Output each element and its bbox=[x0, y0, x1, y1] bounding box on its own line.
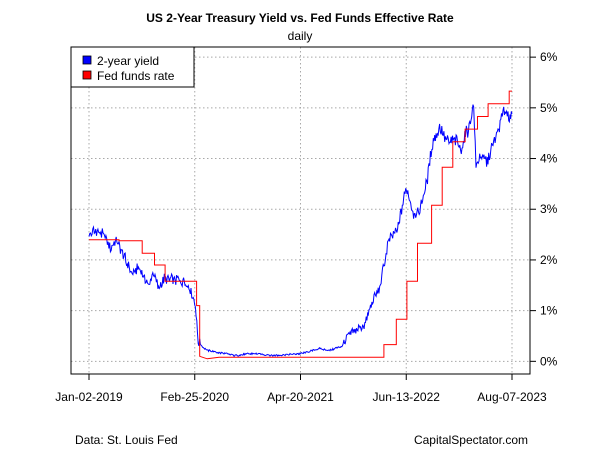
y-tick-label: 6% bbox=[540, 50, 558, 64]
source-note: Data: St. Louis Fed bbox=[75, 433, 178, 447]
chart-title: US 2-Year Treasury Yield vs. Fed Funds E… bbox=[146, 11, 454, 25]
x-tick-label: Aug-07-2023 bbox=[477, 390, 547, 404]
legend-swatch-fed-funds-rate bbox=[82, 70, 92, 80]
y-tick-label: 0% bbox=[540, 354, 558, 368]
series-line-2-year-yield bbox=[88, 104, 513, 357]
series-layer bbox=[88, 90, 513, 360]
x-tick-label: Jan-02-2019 bbox=[55, 390, 123, 404]
x-axis: Jan-02-2019 Feb-25-2020 Apr-20-2021 Jun-13-… bbox=[55, 374, 547, 404]
y-tick-label: 1% bbox=[540, 304, 558, 318]
series-line-fed-funds-rate bbox=[89, 90, 512, 360]
legend-swatch-2-year-yield bbox=[82, 55, 92, 65]
y-tick-label: 2% bbox=[540, 253, 558, 267]
y-tick-label: 4% bbox=[540, 152, 558, 166]
chart-subtitle: daily bbox=[288, 29, 313, 43]
legend-label-fed-funds-rate: Fed funds rate bbox=[97, 69, 175, 83]
y-axis: 0% 1% 2% 3% 4% 5% 6% bbox=[530, 50, 558, 368]
x-tick-label: Feb-25-2020 bbox=[160, 390, 229, 404]
legend-label-2-year-yield: 2-year yield bbox=[97, 54, 159, 68]
credit-note: CapitalSpectator.com bbox=[414, 433, 528, 447]
y-tick-label: 3% bbox=[540, 202, 558, 216]
grid bbox=[71, 47, 530, 374]
x-tick-label: Jun-13-2022 bbox=[373, 390, 441, 404]
y-tick-label: 5% bbox=[540, 101, 558, 115]
x-tick-label: Apr-20-2021 bbox=[267, 390, 334, 404]
legend-box bbox=[70, 46, 195, 88]
legend: 2-year yield Fed funds rate bbox=[70, 46, 195, 88]
